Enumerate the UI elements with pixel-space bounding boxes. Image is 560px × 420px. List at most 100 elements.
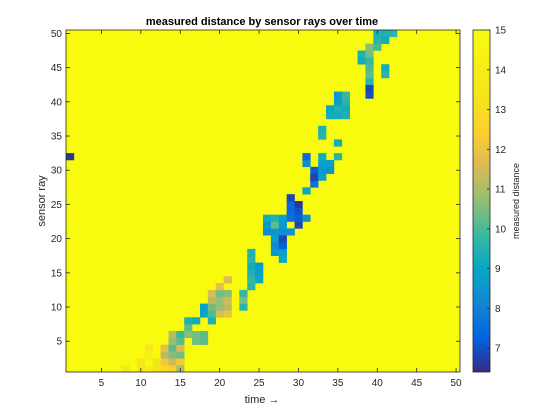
- x-tick-label: 20: [214, 378, 226, 389]
- heatmap-cell: [278, 242, 287, 250]
- x-tick-label: 40: [372, 378, 384, 389]
- y-tick-label: 15: [51, 268, 63, 279]
- x-tick-label: 15: [175, 378, 187, 389]
- heatmap-cell: [199, 330, 209, 339]
- heatmap-cell: [365, 57, 374, 65]
- heatmap-cell: [381, 36, 390, 44]
- heatmap-cell: [223, 310, 232, 318]
- heatmap-cell: [310, 173, 319, 181]
- heatmap-cell: [247, 255, 256, 263]
- heatmap-cells: [66, 30, 398, 373]
- heatmap-cell: [341, 112, 350, 120]
- heatmap-cell: [318, 153, 327, 161]
- heatmap-cell: [192, 330, 201, 339]
- heatmap-cell: [310, 180, 319, 188]
- heatmap-cell: [144, 351, 153, 359]
- heatmap-cell: [207, 289, 217, 298]
- colorbar-tick-label: 10: [495, 224, 507, 235]
- heatmap-cell: [136, 358, 146, 366]
- y-tick-label: 5: [56, 337, 62, 348]
- heatmap-cell: [144, 365, 153, 373]
- heatmap-cell: [160, 365, 169, 373]
- heatmap-cell: [239, 303, 248, 311]
- heatmap-cell: [389, 30, 398, 38]
- heatmap-cell: [223, 296, 232, 304]
- heatmap-cell: [302, 159, 311, 168]
- heatmap-cell: [184, 317, 193, 325]
- heatmap-cell: [333, 112, 343, 120]
- heatmap-cell: [215, 296, 224, 304]
- heatmap-cell: [341, 91, 350, 99]
- heatmap-cell: [302, 214, 311, 222]
- colorbar-ticks: 7 8 9 10 11 12 13 14 15: [487, 26, 507, 355]
- x-tick-label: 50: [450, 378, 462, 389]
- heatmap-cell: [168, 358, 177, 366]
- heatmap-cell: [207, 303, 217, 311]
- heatmap-cell: [341, 105, 350, 113]
- colorbar-tick-label: 9: [495, 264, 501, 275]
- heatmap-cell: [168, 351, 177, 359]
- heatmap-cell: [326, 166, 335, 174]
- heatmap-cell: [365, 64, 374, 72]
- x-tick-label: 45: [411, 378, 423, 389]
- heatmap-cell: [381, 64, 390, 72]
- heatmap-cell: [326, 159, 335, 168]
- heatmap-cell: [270, 228, 280, 236]
- heatmap-cell: [278, 221, 287, 229]
- x-tick-label: 5: [99, 378, 105, 389]
- chart-title: measured distance by sensor rays over ti…: [146, 16, 378, 28]
- heatmap-cell: [223, 289, 232, 298]
- heatmap-cell: [160, 351, 169, 359]
- heatmap-cell: [239, 296, 248, 304]
- heatmap-cell: [168, 330, 177, 339]
- heatmap-cell: [318, 159, 327, 168]
- heatmap-cell: [184, 324, 193, 332]
- heatmap-cell: [270, 235, 280, 243]
- heatmap-cell: [199, 303, 209, 311]
- heatmap-cell: [270, 242, 280, 250]
- heatmap-cell: [223, 303, 232, 311]
- heatmap-cell: [160, 358, 169, 366]
- heatmap-cell: [144, 344, 153, 352]
- heatmap-cell: [302, 153, 311, 161]
- heatmap-cell: [270, 221, 280, 229]
- heatmap-cell: [215, 289, 224, 298]
- heatmap-cell: [365, 77, 374, 86]
- heatmap-cell: [255, 276, 264, 284]
- x-axis-title: time →: [245, 394, 280, 406]
- colorbar: [472, 29, 491, 373]
- heatmap-cell: [333, 98, 343, 106]
- heatmap-cell: [263, 221, 272, 229]
- heatmap-cell: [294, 221, 303, 229]
- heatmap-cell: [278, 248, 287, 257]
- heatmap-cell: [333, 105, 343, 113]
- y-axis-title: sensor ray: [36, 175, 48, 227]
- heatmap-cell: [247, 262, 256, 270]
- heatmap-cell: [176, 330, 185, 339]
- heatmap-cell: [176, 337, 185, 345]
- colorbar-tick-label: 14: [495, 65, 507, 76]
- heatmap-cell: [357, 57, 366, 65]
- y-tick-label: 10: [51, 303, 63, 314]
- heatmap-cell: [294, 214, 303, 222]
- heatmap-cell: [294, 201, 303, 209]
- heatmap-cell: [278, 228, 287, 236]
- x-tick-label: 25: [253, 378, 265, 389]
- heatmap-cell: [207, 310, 217, 318]
- heatmap-cell: [168, 365, 177, 373]
- heatmap-cell: [278, 255, 287, 263]
- heatmap-cell: [326, 112, 335, 120]
- heatmap-cell: [373, 36, 382, 44]
- heatmap-cell: [318, 125, 327, 133]
- heatmap-cell: [160, 344, 169, 352]
- heatmap-cell: [326, 105, 335, 113]
- heatmap-cell: [176, 358, 185, 366]
- heatmap-cell: [318, 132, 327, 140]
- heatmap-cell: [294, 207, 303, 215]
- heatmap-cell: [207, 296, 217, 304]
- heatmap-cell: [357, 50, 366, 58]
- heatmap-cell: [365, 91, 374, 99]
- heatmap-cell: [278, 235, 287, 243]
- heatmap-cell: [121, 365, 130, 373]
- heatmap-cell: [286, 194, 295, 202]
